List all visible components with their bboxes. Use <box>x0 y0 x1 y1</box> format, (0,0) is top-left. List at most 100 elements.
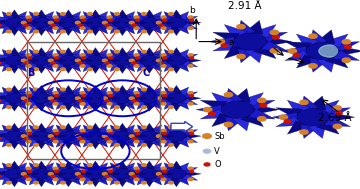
Polygon shape <box>83 177 95 185</box>
Polygon shape <box>128 54 144 60</box>
Polygon shape <box>149 163 162 171</box>
Circle shape <box>129 173 134 175</box>
Polygon shape <box>36 85 47 93</box>
Polygon shape <box>317 58 335 72</box>
Polygon shape <box>338 46 360 56</box>
Polygon shape <box>68 177 81 185</box>
Polygon shape <box>78 20 93 26</box>
Polygon shape <box>164 49 176 58</box>
Circle shape <box>105 175 109 177</box>
Polygon shape <box>20 92 36 98</box>
Circle shape <box>300 39 345 63</box>
Circle shape <box>237 54 245 59</box>
Circle shape <box>168 50 174 53</box>
Polygon shape <box>285 42 312 52</box>
Polygon shape <box>44 171 59 177</box>
Polygon shape <box>74 136 90 143</box>
Polygon shape <box>149 101 162 109</box>
Polygon shape <box>110 163 122 171</box>
Polygon shape <box>17 20 32 26</box>
Circle shape <box>51 24 55 26</box>
Polygon shape <box>101 98 117 105</box>
Circle shape <box>82 16 109 30</box>
Polygon shape <box>276 116 303 127</box>
Polygon shape <box>200 100 227 110</box>
Circle shape <box>53 167 58 170</box>
Circle shape <box>190 57 194 59</box>
Circle shape <box>87 126 93 129</box>
Circle shape <box>75 135 80 137</box>
Circle shape <box>26 102 31 105</box>
Polygon shape <box>171 48 182 55</box>
Polygon shape <box>272 112 297 122</box>
Polygon shape <box>128 98 144 105</box>
Polygon shape <box>186 133 201 139</box>
Text: O: O <box>214 160 221 169</box>
Polygon shape <box>9 141 20 149</box>
Polygon shape <box>101 174 117 180</box>
Polygon shape <box>47 167 63 174</box>
Circle shape <box>28 132 32 135</box>
Polygon shape <box>144 161 155 169</box>
Circle shape <box>203 134 211 138</box>
Circle shape <box>203 149 211 153</box>
Polygon shape <box>152 133 167 139</box>
Polygon shape <box>29 49 41 58</box>
Polygon shape <box>155 167 171 174</box>
Polygon shape <box>74 16 90 23</box>
Polygon shape <box>132 133 147 139</box>
Circle shape <box>28 16 55 30</box>
Polygon shape <box>248 109 275 119</box>
Circle shape <box>24 100 28 102</box>
Polygon shape <box>176 12 189 20</box>
Circle shape <box>107 65 112 67</box>
Polygon shape <box>41 101 54 109</box>
Polygon shape <box>29 139 41 147</box>
Circle shape <box>129 59 134 62</box>
Polygon shape <box>152 95 167 101</box>
Circle shape <box>134 178 139 181</box>
Circle shape <box>109 95 113 97</box>
Circle shape <box>105 24 109 26</box>
Polygon shape <box>261 41 288 51</box>
Polygon shape <box>29 26 41 34</box>
Circle shape <box>33 30 39 33</box>
Circle shape <box>109 16 136 30</box>
Polygon shape <box>155 54 171 60</box>
Polygon shape <box>36 48 47 55</box>
Polygon shape <box>2 177 14 185</box>
Circle shape <box>82 95 86 97</box>
Polygon shape <box>68 101 81 109</box>
Circle shape <box>132 24 136 26</box>
Circle shape <box>75 21 80 24</box>
Polygon shape <box>128 174 144 180</box>
Circle shape <box>107 16 112 19</box>
Circle shape <box>161 27 166 29</box>
Circle shape <box>224 93 233 97</box>
Circle shape <box>80 167 85 170</box>
Circle shape <box>300 100 308 105</box>
Circle shape <box>114 144 120 146</box>
Polygon shape <box>196 105 221 115</box>
Polygon shape <box>182 136 198 143</box>
Circle shape <box>161 129 166 132</box>
Polygon shape <box>74 167 90 174</box>
Polygon shape <box>149 139 162 147</box>
Polygon shape <box>245 49 263 63</box>
Circle shape <box>114 126 120 129</box>
Polygon shape <box>74 98 90 105</box>
Circle shape <box>136 167 163 181</box>
Circle shape <box>102 59 107 62</box>
Polygon shape <box>74 174 90 180</box>
Polygon shape <box>20 54 36 60</box>
Circle shape <box>28 129 55 143</box>
Circle shape <box>156 21 161 24</box>
Circle shape <box>51 138 55 140</box>
Polygon shape <box>171 28 182 36</box>
Polygon shape <box>47 167 63 174</box>
Circle shape <box>87 144 93 146</box>
Circle shape <box>109 167 136 181</box>
Polygon shape <box>128 136 144 143</box>
Circle shape <box>53 102 58 105</box>
Circle shape <box>257 98 266 103</box>
